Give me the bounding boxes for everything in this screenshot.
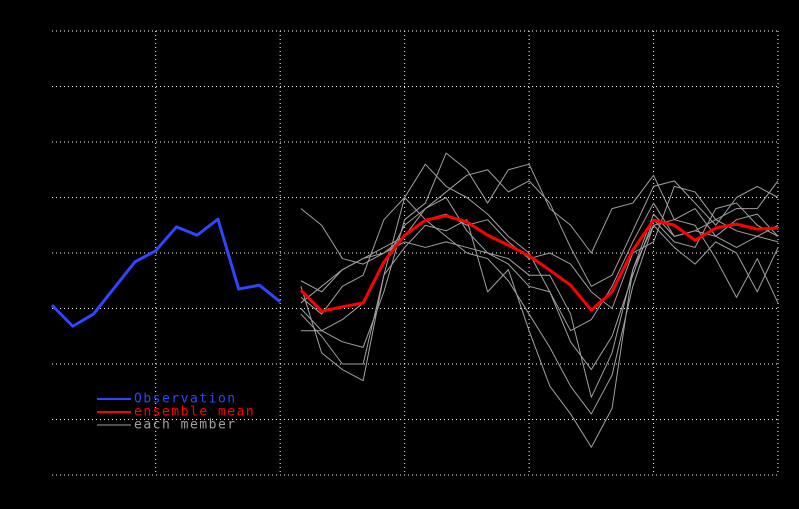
legend-label: ensemble mean (134, 405, 255, 420)
legend-label: Observation (134, 392, 237, 407)
series-line (50, 217, 282, 328)
legend-label: each member (134, 418, 237, 433)
member-line (300, 197, 779, 398)
member-line (300, 180, 779, 448)
series-line (299, 214, 779, 313)
member-line (300, 202, 779, 332)
member-line (300, 163, 779, 371)
member-line (300, 197, 779, 415)
member-line (300, 152, 779, 348)
member-line (300, 185, 779, 309)
member-line (300, 169, 779, 293)
